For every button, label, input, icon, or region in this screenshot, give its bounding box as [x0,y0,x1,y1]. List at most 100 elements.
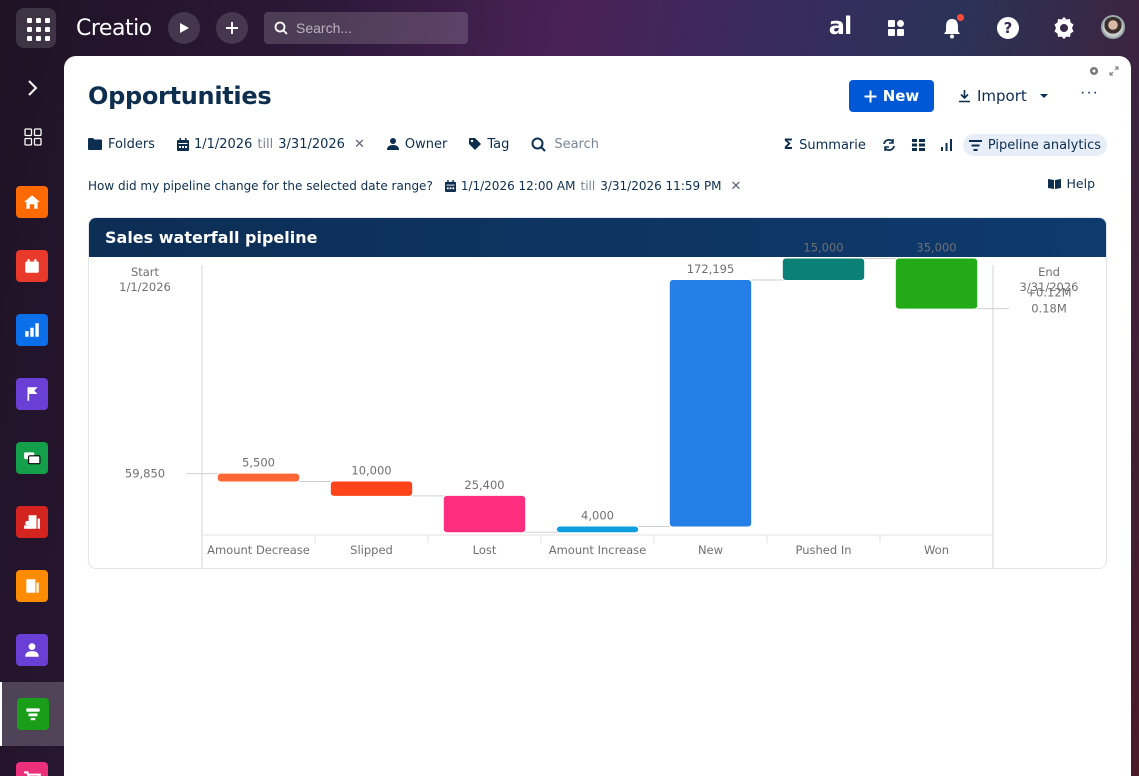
play-icon[interactable] [168,12,200,44]
x-tick-label: Lost [473,543,497,557]
contacts-icon [16,634,48,666]
pipeline-question: How did my pipeline change for the selec… [88,179,433,193]
opportunities-icon [17,698,49,730]
plus-icon[interactable] [216,12,248,44]
calendar-icon [444,180,456,192]
bar-value-label: 5,500 [242,456,275,470]
expand-icon[interactable] [1109,63,1119,76]
question-date-to: 3/31/2026 11:59 PM [600,179,722,193]
sidebar-item-buildings[interactable] [0,554,64,618]
question-date-range[interactable]: 1/1/2026 12:00 AM till 3/31/2026 11:59 P… [444,178,742,194]
top-bar: Creatio Search... al ? [0,0,1139,56]
sidebar-item-orders[interactable] [0,746,64,776]
sidebar [0,56,64,776]
calendar-icon [16,250,48,282]
tag-filter[interactable]: Tag [469,137,509,152]
end-date: 3/31/2026 [1020,280,1079,294]
clear-date-filter-icon[interactable]: ✕ [353,136,365,152]
owner-filter[interactable]: Owner [386,136,448,152]
sidebar-item-flag[interactable] [0,362,64,426]
date-range-filter[interactable]: 1/1/2026 till 3/31/2026 ✕ [176,136,365,152]
refresh-icon [882,139,895,151]
help-link[interactable]: Help [1047,176,1095,191]
list-view-icon [911,139,925,151]
list-view-button[interactable] [906,134,931,156]
folder-icon [88,138,102,150]
end-value-label: 0.18M [1031,302,1067,316]
accounts-icon [16,506,48,538]
help-icon[interactable]: ? [994,14,1022,42]
owner-label: Owner [404,136,448,152]
start-date: 1/1/2026 [119,280,171,294]
view-controls: Σ Summarie Pipeline analytics [778,134,1107,156]
caret-down-icon [1039,94,1048,98]
sidebar-item-contacts[interactable] [0,618,64,682]
creatio-logo: Creatio [76,16,152,41]
global-search-input[interactable]: Search... [264,12,468,44]
flag-icon [16,378,48,410]
sidebar-item-opportunities[interactable] [0,682,64,746]
sidebar-item-dashboards[interactable] [0,298,64,362]
folders-filter[interactable]: Folders [88,137,155,152]
search-placeholder: Search [554,136,599,152]
page-title: Opportunities [88,82,272,110]
import-button-label: Import [977,87,1027,105]
bar-new [669,279,752,527]
widgets-icon[interactable] [882,14,910,42]
folders-label: Folders [108,136,155,152]
sidebar-item-home[interactable] [0,170,64,234]
x-tick-label: Slipped [350,543,393,557]
sidebar-item-calendar[interactable] [0,234,64,298]
notification-dot [957,14,964,21]
bar-value-label: 35,000 [916,240,956,254]
sidebar-item-accounts[interactable] [0,490,64,554]
apps-grid-icon[interactable] [16,8,56,48]
refresh-button[interactable] [876,134,902,156]
search-placeholder: Search... [296,20,353,36]
list-search-input[interactable]: Search [531,137,599,152]
calendar-icon [176,137,189,151]
main-panel: Opportunities New Import ··· Folders 1/1… [64,56,1131,776]
plus-icon [864,90,877,102]
expand-sidebar-chevron-icon[interactable] [22,78,42,98]
x-tick-label: Won [924,543,949,557]
home-icon [16,186,48,218]
summaries-label: Summarie [799,137,866,153]
bar-lost [443,495,526,533]
bell-icon[interactable] [938,14,966,42]
import-button[interactable]: Import [958,84,1049,108]
x-tick-label: Amount Increase [549,543,647,557]
sidebar-item-chat[interactable] [0,426,64,490]
search-icon [274,21,288,35]
ai-icon[interactable]: al [828,12,852,40]
new-button-label: New [882,87,920,105]
chart-title: Sales waterfall pipeline [89,218,1106,257]
chart-view-button[interactable] [935,134,959,156]
book-icon [1047,179,1061,189]
gear-icon[interactable] [1050,14,1078,42]
all-apps-icon[interactable] [24,128,42,146]
summaries-button[interactable]: Σ Summarie [778,134,872,156]
download-icon [959,90,970,103]
bar-won [895,258,978,309]
avatar[interactable] [1101,15,1125,39]
more-actions-button[interactable]: ··· [1080,84,1099,101]
end-label: End [1038,265,1060,279]
new-button[interactable]: New [849,80,934,112]
chat-icon [16,442,48,474]
till-word: till [257,136,274,152]
person-icon [386,138,399,150]
filter-bar: Folders 1/1/2026 till 3/31/2026 ✕ Owner … [88,134,621,154]
pipeline-analytics-label: Pipeline analytics [987,137,1101,153]
end-change-label: +0.12M [1026,286,1071,300]
bar-amount-increase [556,526,639,533]
x-tick-label: New [698,543,723,557]
pipeline-analytics-button[interactable]: Pipeline analytics [962,134,1107,156]
panel-settings-icon[interactable] [1089,63,1099,75]
question-date-from: 1/1/2026 12:00 AM [460,179,576,193]
svg-text:?: ? [1004,19,1013,37]
clear-question-date-icon[interactable]: ✕ [730,178,742,194]
date-to: 3/31/2026 [278,136,345,152]
sigma-icon: Σ [783,137,794,153]
bar-pushed-in [782,258,865,280]
